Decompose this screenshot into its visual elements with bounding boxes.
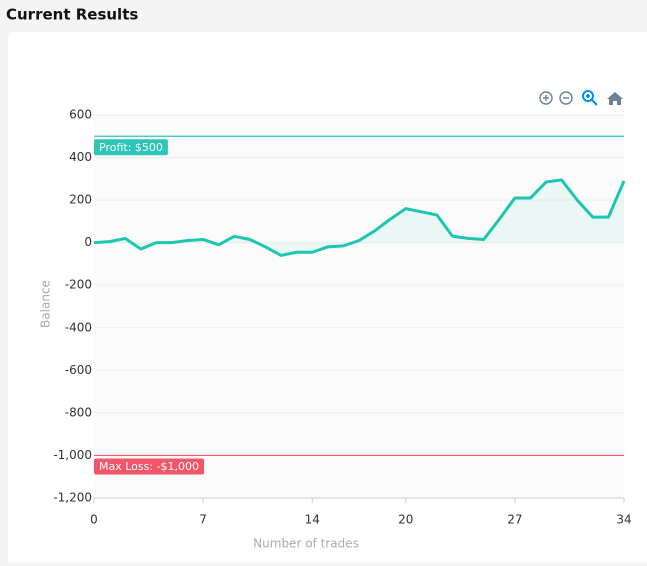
y-tick-label: -1,000	[53, 448, 92, 462]
zoom-in[interactable]	[539, 91, 553, 105]
annotation-text: Profit: $500	[99, 141, 163, 154]
zoom-in-plus	[543, 95, 549, 101]
chart-title: Current Results	[6, 6, 138, 24]
area	[94, 179, 624, 256]
x-tick-label: 20	[398, 513, 413, 527]
reset[interactable]	[607, 92, 623, 105]
annotation-box	[94, 139, 168, 156]
plot-background	[94, 115, 624, 498]
x-tick-label: 7	[199, 513, 207, 527]
y-axis-title: Balance	[39, 280, 53, 328]
annotation-text: Max Loss: -$1,000	[99, 460, 199, 473]
y-tick-label: 0	[84, 235, 92, 249]
y-tick-label: -1,200	[53, 491, 92, 505]
x-tick-label: 34	[616, 513, 631, 527]
y-tick-label: -800	[65, 405, 92, 419]
x-tick-label: 0	[90, 513, 98, 527]
y-tick-label: -200	[65, 278, 92, 292]
line	[93, 178, 626, 257]
zoom-select[interactable]	[582, 90, 594, 102]
toolbar[interactable]	[539, 90, 623, 106]
y-tick-label: 200	[69, 193, 92, 207]
y-tick-label: -400	[65, 320, 92, 334]
x-axis-title: Number of trades	[253, 537, 359, 551]
zoom-out[interactable]	[559, 91, 573, 105]
zoom-select-handle	[586, 94, 598, 106]
y-tick-label: 400	[69, 150, 92, 164]
x-tick-label: 14	[305, 513, 320, 527]
y-tick-label: -600	[65, 363, 92, 377]
x-tick-label: 27	[507, 513, 522, 527]
annotation-label: Profit: $500	[94, 139, 168, 156]
annotation-label: Max Loss: -$1,000	[94, 458, 205, 475]
y-tick-label: 600	[69, 108, 92, 122]
annotation-box	[94, 458, 205, 475]
